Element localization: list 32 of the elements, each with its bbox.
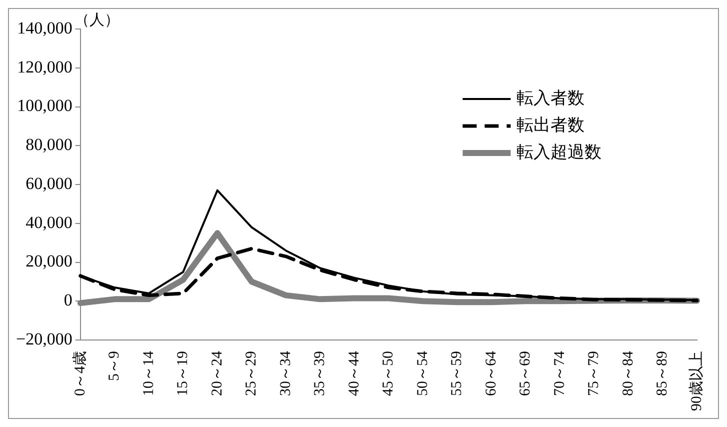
y-tick-label: 20,000: [26, 252, 72, 271]
x-tick-label: 20～24: [209, 350, 226, 396]
x-tick-label: 40～44: [346, 350, 362, 396]
x-tick-label: 45～50: [380, 351, 397, 396]
x-tick-label: 5～9: [106, 351, 123, 381]
x-tick-label: 90歳以上: [688, 351, 705, 411]
legend-label: 転出者数: [516, 115, 585, 134]
x-tick-label: 55～59: [449, 351, 466, 396]
y-tick-label: 140,000: [17, 18, 72, 38]
y-tick-label: 0: [64, 290, 72, 310]
x-tick-label: 15～19: [175, 351, 192, 396]
legend-label: 転入超過数: [516, 142, 602, 162]
legend-label: 転入者数: [516, 88, 585, 108]
x-tick-label: 10～14: [140, 350, 157, 396]
x-tick-label: 0～4歳: [71, 351, 88, 396]
x-tick-label: 35～39: [312, 351, 328, 396]
y-tick-label: −20,000: [16, 329, 72, 348]
y-tick-label: 40,000: [26, 212, 72, 232]
x-tick-label: 70～74: [552, 350, 568, 396]
x-tick-label: 50～54: [414, 350, 431, 396]
x-tick-label: 75～79: [586, 351, 602, 396]
x-tick-label: 85～89: [654, 351, 671, 396]
y-axis-title: （人）: [74, 12, 120, 28]
y-tick-label: 60,000: [26, 174, 72, 193]
y-tick-label: 100,000: [17, 96, 72, 116]
x-tick-label: 25～29: [244, 351, 260, 396]
x-tick-label: 60～64: [483, 350, 500, 396]
x-tick-label: 80～84: [620, 350, 636, 396]
x-tick-label: 30～34: [278, 350, 294, 396]
y-tick-label: 80,000: [26, 135, 72, 154]
x-tick-label: 65～69: [518, 351, 534, 396]
y-tick-label: 120,000: [17, 57, 72, 76]
